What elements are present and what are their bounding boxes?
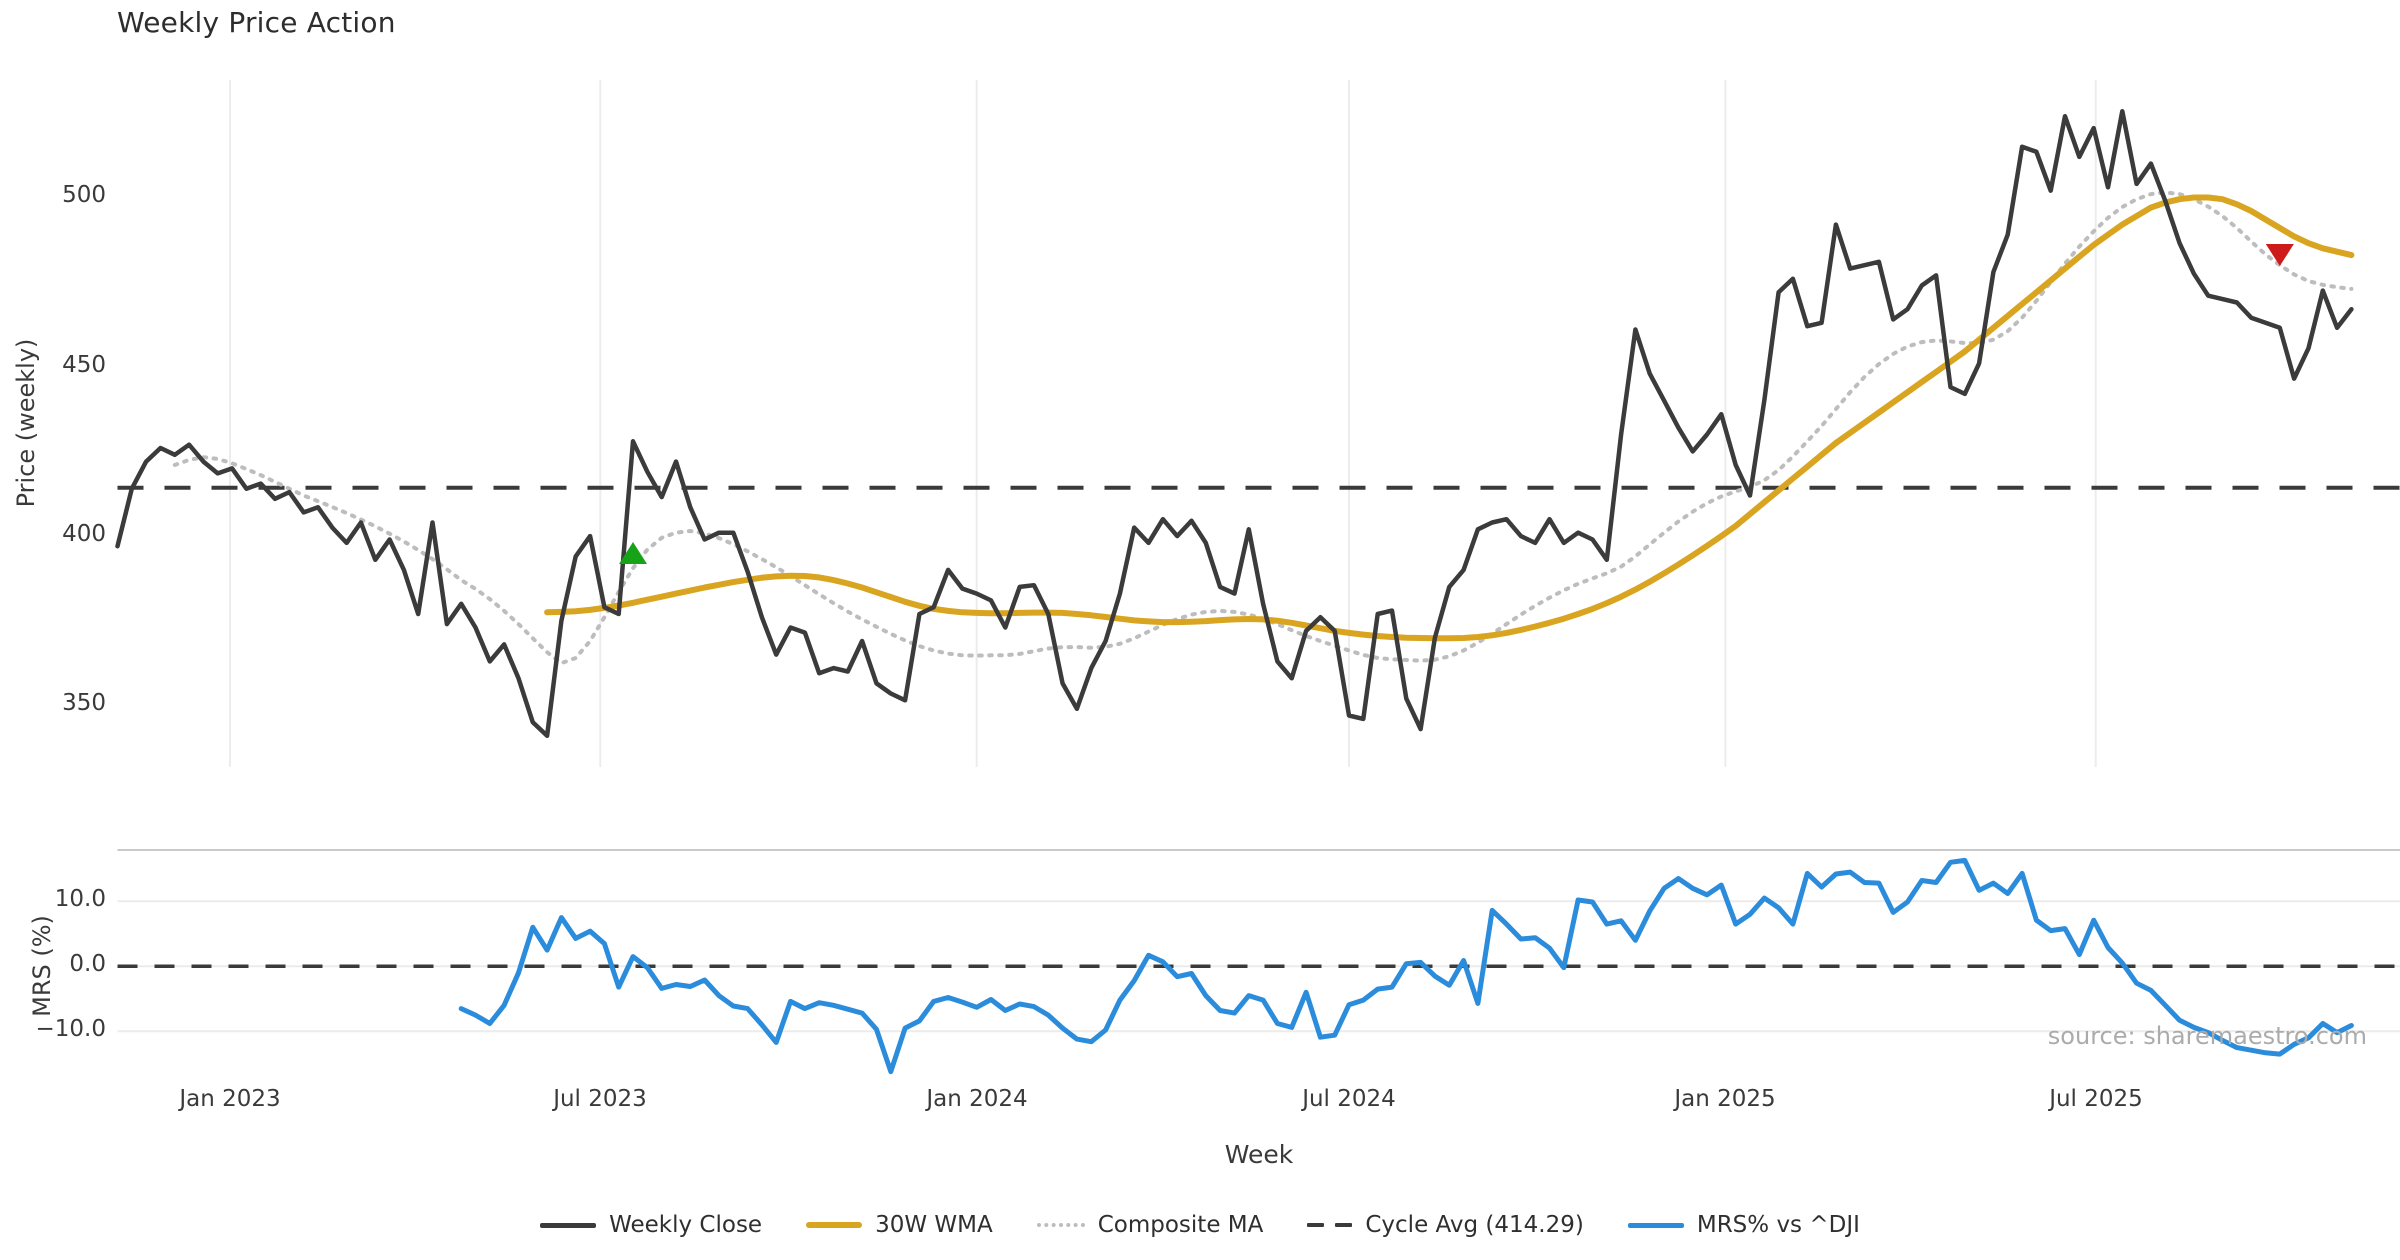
legend-item-mrs: MRS% vs ^DJI — [1627, 1212, 1860, 1238]
chart-legend: Weekly Close 30W WMA Composite MA Cycle … — [0, 1212, 2400, 1238]
mrs-line-icon — [1627, 1222, 1684, 1228]
price-axis-tick-label: 500 — [62, 182, 106, 208]
legend-label-composite-ma: Composite MA — [1097, 1212, 1264, 1238]
source-watermark: source: sharemaestro.com — [2047, 1022, 2367, 1050]
wma-line-icon — [806, 1222, 863, 1228]
x-axis-label: Week — [1224, 1140, 1294, 1169]
series-mrs-vs-dji — [458, 857, 2354, 1075]
legend-item-cycle-avg: Cycle Avg (414.29) — [1307, 1212, 1584, 1238]
sell-signal-marker — [2265, 244, 2294, 267]
legend-item-composite-ma: Composite MA — [1036, 1212, 1264, 1238]
x-axis-tick-label: Jul 2025 — [2049, 1086, 2143, 1112]
composite-ma-dotted-line-icon — [1036, 1223, 1085, 1227]
legend-label-weekly-close: Weekly Close — [609, 1212, 763, 1238]
series-weekly-close — [115, 108, 2354, 739]
price-axis-tick-label: 400 — [62, 521, 106, 547]
mrs-axis-tick-label: 10.0 — [54, 886, 106, 912]
mrs-axis-tick-label: −10.0 — [35, 1016, 106, 1042]
legend-item-weekly-close: Weekly Close — [540, 1212, 762, 1238]
cycle-avg-dashed-line-icon — [1307, 1223, 1353, 1227]
mrs-axis-tick-label: 0.0 — [69, 951, 106, 977]
price-axis-label: Price (weekly) — [12, 338, 40, 508]
page-title: Weekly Price Action — [117, 6, 396, 39]
x-axis-tick-label: Jul 2024 — [1302, 1086, 1396, 1112]
series-30w-wma — [544, 194, 2355, 642]
mrs-axis-label: MRS (%) — [28, 915, 56, 1017]
legend-label-30w-wma: 30W WMA — [875, 1212, 993, 1238]
dash-segment — [1307, 1223, 1325, 1227]
x-axis-tick-label: Jan 2024 — [926, 1086, 1028, 1112]
x-axis-tick-label: Jul 2023 — [553, 1086, 647, 1112]
dash-segment — [1335, 1223, 1353, 1227]
price-axis-tick-label: 450 — [62, 352, 106, 378]
legend-label-mrs: MRS% vs ^DJI — [1696, 1212, 1860, 1238]
legend-item-30w-wma: 30W WMA — [806, 1212, 993, 1238]
buy-signal-marker — [619, 542, 648, 565]
legend-label-cycle-avg: Cycle Avg (414.29) — [1365, 1212, 1584, 1238]
price-axis-tick-label: 350 — [62, 690, 106, 716]
x-axis-tick-label: Jan 2025 — [1674, 1086, 1776, 1112]
weekly-close-line-icon — [540, 1222, 597, 1228]
x-axis-tick-label: Jan 2023 — [179, 1086, 281, 1112]
